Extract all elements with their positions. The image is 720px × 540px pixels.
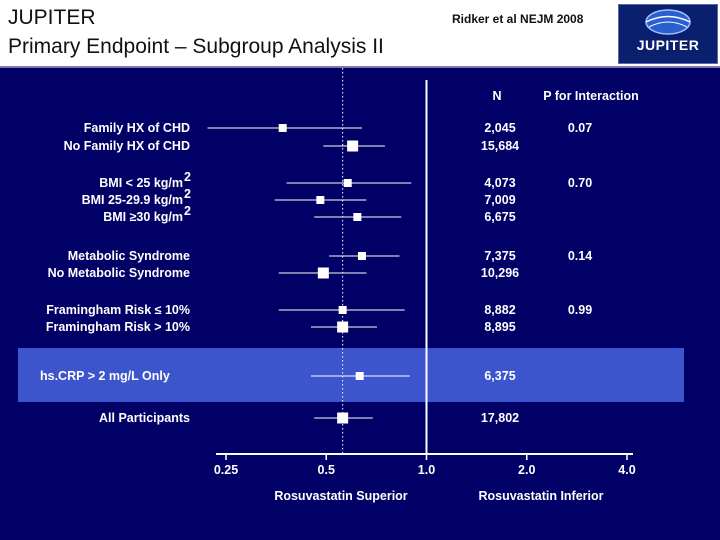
- hazard-ratio-marker: [317, 267, 329, 279]
- p-interaction-value: 0.14: [568, 249, 592, 263]
- row-label: All Participants: [99, 411, 190, 425]
- p-interaction-value: 0.99: [568, 303, 592, 317]
- n-value: 8,882: [484, 303, 515, 317]
- n-column-header: N: [492, 89, 501, 103]
- hazard-ratio-marker: [338, 306, 347, 314]
- row-label: Framingham Risk ≤ 10%: [46, 303, 190, 317]
- hazard-ratio-marker: [353, 213, 362, 221]
- row-label: No Family HX of CHD: [64, 139, 190, 153]
- row-label-superscript: 2: [184, 187, 191, 201]
- right-axis-label: Rosuvastatin Inferior: [478, 489, 603, 503]
- x-tick-label: 1.0: [418, 463, 435, 477]
- hazard-ratio-marker: [355, 372, 364, 380]
- p-interaction-value: 0.70: [568, 176, 592, 190]
- p-column-header: P for Interaction: [543, 89, 639, 103]
- row-label: Framingham Risk > 10%: [46, 320, 190, 334]
- p-interaction-value: 0.07: [568, 121, 592, 135]
- hazard-ratio-marker: [357, 252, 366, 260]
- slide-subtitle: Primary Endpoint – Subgroup Analysis II: [8, 35, 384, 58]
- row-label-superscript: 2: [184, 204, 191, 218]
- n-value: 10,296: [481, 266, 519, 280]
- hazard-ratio-marker: [337, 321, 349, 333]
- x-tick-label: 4.0: [618, 463, 635, 477]
- row-label: BMI ≥30 kg/m: [103, 210, 183, 224]
- hazard-ratio-marker: [347, 140, 359, 152]
- n-value: 8,895: [484, 320, 515, 334]
- n-value: 7,009: [484, 193, 515, 207]
- row-label: Family HX of CHD: [84, 121, 190, 135]
- hazard-ratio-marker: [343, 179, 352, 187]
- slide-title: JUPITER: [8, 6, 96, 29]
- row-label-superscript: 2: [184, 170, 191, 184]
- row-label: Metabolic Syndrome: [68, 249, 190, 263]
- n-value: 17,802: [481, 411, 519, 425]
- n-value: 2,045: [484, 121, 515, 135]
- globe-icon: [645, 9, 691, 35]
- left-axis-label: Rosuvastatin Superior: [274, 489, 407, 503]
- hazard-ratio-marker: [337, 412, 349, 424]
- logo-text: JUPITER: [636, 37, 700, 53]
- x-tick-label: 0.5: [318, 463, 335, 477]
- n-value: 15,684: [481, 139, 519, 153]
- row-label: BMI < 25 kg/m: [99, 176, 183, 190]
- row-label: hs.CRP > 2 mg/L Only: [40, 369, 170, 383]
- hazard-ratio-marker: [316, 196, 325, 204]
- row-label: No Metabolic Syndrome: [48, 266, 190, 280]
- n-value: 4,073: [484, 176, 515, 190]
- slide-header: JUPITER Primary Endpoint – Subgroup Anal…: [0, 0, 720, 68]
- x-tick-label: 0.25: [214, 463, 238, 477]
- n-value: 6,675: [484, 210, 515, 224]
- x-tick-label: 2.0: [518, 463, 535, 477]
- jupiter-logo: JUPITER: [618, 4, 718, 64]
- n-value: 6,375: [484, 369, 515, 383]
- row-label: BMI 25-29.9 kg/m: [82, 193, 183, 207]
- citation: Ridker et al NEJM 2008: [452, 12, 584, 26]
- hazard-ratio-marker: [278, 124, 287, 132]
- highlight-band: [18, 348, 684, 402]
- n-value: 7,375: [484, 249, 515, 263]
